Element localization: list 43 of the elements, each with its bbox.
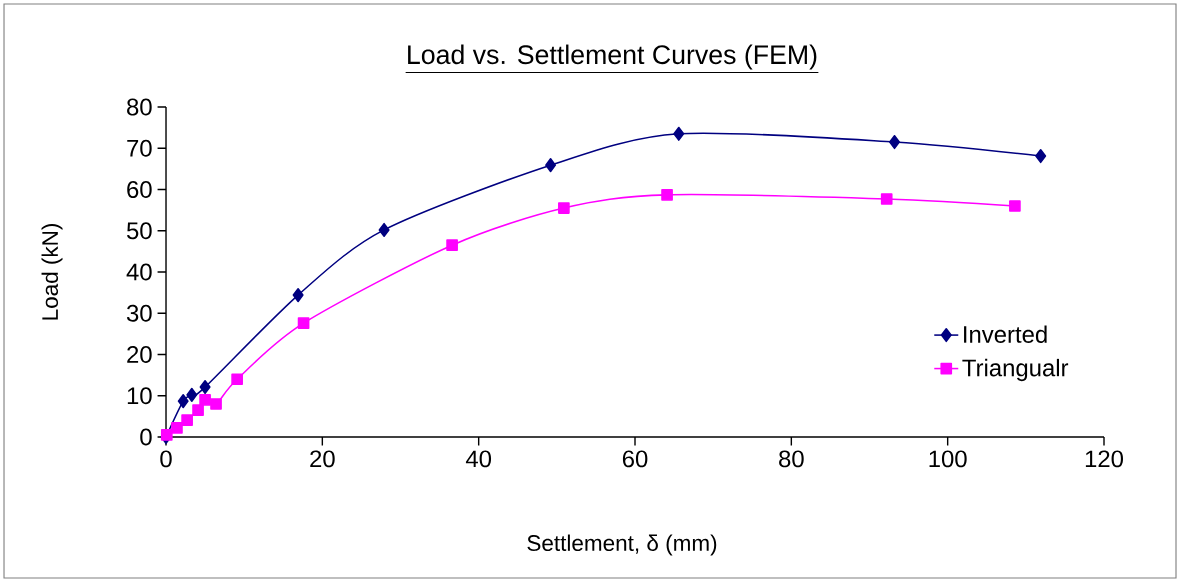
x-tick-label: 120 — [1085, 450, 1124, 468]
y-tick-label: 20 — [127, 346, 152, 363]
y-tick-label: 40 — [126, 263, 152, 281]
point — [181, 414, 193, 426]
point — [545, 158, 557, 173]
y-tick-label: 80 — [127, 98, 152, 116]
x-tick-label: 0 — [160, 450, 172, 468]
y-tick-label: 60 — [127, 181, 152, 198]
point — [186, 387, 198, 403]
point — [888, 134, 901, 150]
x-tick-label: 40 — [465, 450, 492, 468]
point — [199, 394, 211, 406]
chart-title: Load vs. Settlement Curves (FEM) — [408, 44, 817, 70]
x-tick-label: 60 — [622, 450, 648, 468]
point — [661, 189, 673, 201]
point — [880, 193, 893, 205]
y-tick-label: 50 — [126, 222, 152, 240]
point — [1009, 200, 1021, 212]
x-axis-title: Settlement, δ (mm) — [527, 534, 717, 556]
point — [558, 202, 570, 214]
point — [297, 317, 310, 329]
y-axis-title: Load (kN) — [41, 224, 63, 320]
point — [210, 398, 222, 410]
x-tick-label: 80 — [779, 450, 804, 468]
y-tick-label: 0 — [140, 428, 152, 446]
point — [171, 422, 183, 434]
point — [231, 373, 243, 386]
point — [446, 239, 458, 252]
x-tick-label: 20 — [310, 450, 335, 468]
x-tick-label: 100 — [929, 450, 967, 468]
point — [199, 379, 211, 395]
point — [673, 126, 685, 141]
point — [177, 393, 189, 409]
point — [292, 287, 304, 303]
legend-label: Inverted — [964, 325, 1047, 343]
y-tick-label: 70 — [127, 139, 152, 157]
legend-label: Triangualr — [962, 358, 1069, 382]
point — [378, 222, 390, 238]
y-tick-label: 10 — [127, 387, 152, 405]
point — [1035, 148, 1047, 164]
y-tick-label: 30 — [126, 304, 152, 322]
point — [192, 404, 204, 417]
point — [160, 429, 173, 441]
